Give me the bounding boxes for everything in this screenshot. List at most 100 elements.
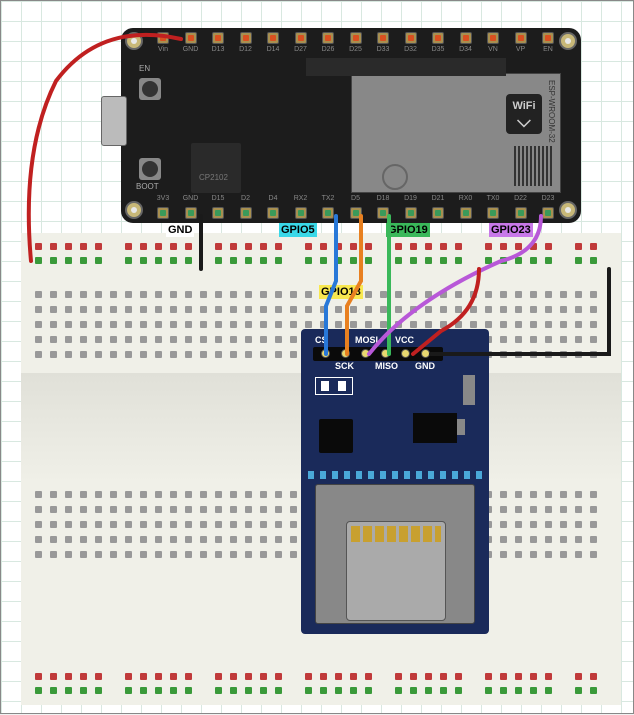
antenna-pattern: [514, 146, 554, 186]
esp32-pin-label: D32: [404, 46, 417, 53]
wifi-badge: WiFi ⌵: [506, 94, 542, 134]
esp32-pin-label: VN: [488, 46, 498, 53]
wiring-diagram-canvas: EN BOOT CP2102 ESP-WROOM-32 WiFi ⌵ Vin GN…: [0, 0, 634, 714]
esp32-pin-gnd: [185, 32, 197, 44]
esp32-pin-d33: [377, 32, 389, 44]
esp32-pin-label: D12: [239, 46, 252, 53]
esp32-pin-d21: [432, 207, 444, 219]
esp32-pin-label: GND: [183, 46, 199, 53]
esp32-pin-vn: [487, 32, 499, 44]
shield-label: ESP-WROOM-32: [547, 80, 556, 143]
sd-pin-label: CS: [315, 335, 328, 345]
esp32-pin-label: D14: [267, 46, 280, 53]
esp32-pin-3v3: [157, 207, 169, 219]
esp32-pin-label: D21: [432, 195, 445, 202]
esp32-pin-label: D35: [432, 46, 445, 53]
esp32-pin-d2: [240, 207, 252, 219]
esp32-pin-d25: [350, 32, 362, 44]
esp32-pin-label: 3V3: [157, 195, 169, 202]
sd-pin-label: GND: [415, 361, 435, 371]
esp32-pin-label: Vin: [158, 46, 168, 53]
esp32-pin-label: TX2: [322, 195, 335, 202]
esp-shield: ESP-WROOM-32 WiFi ⌵: [351, 73, 561, 193]
esp32-pin-label: D19: [404, 195, 417, 202]
esp32-pin-label: D2: [241, 195, 250, 202]
esp32-pin-rx0: [460, 207, 472, 219]
esp32-pin-label: D15: [212, 195, 225, 202]
gpio-label-gnd: GND: [166, 223, 194, 237]
gpio-label-gpio5: GPIO5: [279, 223, 317, 237]
esp32-pin-label: GND: [183, 195, 199, 202]
sd-pin-label: SCK: [335, 361, 354, 371]
esp32-pin-d12: [240, 32, 252, 44]
mount-hole: [559, 32, 577, 50]
sd-pin-label: MISO: [375, 361, 398, 371]
sd-pin-cs: [321, 349, 330, 358]
gpio-label-gpio18: GPIO18: [319, 285, 363, 299]
sd-pin-gnd: [421, 349, 430, 358]
esp32-pin-label: RX0: [459, 195, 473, 202]
esp32-pin-label: D33: [377, 46, 390, 53]
esp32-pin-d35: [432, 32, 444, 44]
sd-pin-sck: [341, 349, 350, 358]
mount-hole: [125, 32, 143, 50]
esp32-pin-tx0: [487, 207, 499, 219]
esp32-pin-d5: [350, 207, 362, 219]
gpio-label-gpio19: GPIO19: [386, 223, 430, 237]
en-button-label: EN: [139, 64, 150, 73]
esp32-pin-d32: [405, 32, 417, 44]
sd-pin-mosi: [361, 349, 370, 358]
esp32-pin-d4: [267, 207, 279, 219]
esp32-pin-vp: [515, 32, 527, 44]
esp32-pin-label: D23: [542, 195, 555, 202]
sdcard-module: CS SCK MOSI MISO VCC GND: [301, 329, 489, 634]
en-button: [139, 78, 161, 100]
esp32-pin-label: D34: [459, 46, 472, 53]
esp32-pin-d34: [460, 32, 472, 44]
sd-pin-vcc: [401, 349, 410, 358]
esp32-pin-label: D25: [349, 46, 362, 53]
mount-hole: [559, 201, 577, 219]
esp32-pin-label: D26: [322, 46, 335, 53]
sd-pin-miso: [381, 349, 390, 358]
esp32-pin-label: D5: [351, 195, 360, 202]
esp32-pin-label: VP: [516, 46, 525, 53]
cp2102-label: CP2102: [199, 173, 228, 182]
usb-port: [101, 96, 127, 146]
gpio-label-gpio23: GPIO23: [489, 223, 533, 237]
esp32-pin-d13: [212, 32, 224, 44]
esp32-pin-label: D27: [294, 46, 307, 53]
esp32-pin-label: D13: [212, 46, 225, 53]
esp32-pin-label: EN: [543, 46, 553, 53]
sd-trace-row: [305, 471, 485, 479]
esp32-pin-d23: [542, 207, 554, 219]
boot-button-label: BOOT: [136, 182, 159, 191]
esp32-pin-en: [542, 32, 554, 44]
esp32-pin-rx2: [295, 207, 307, 219]
esp32-pin-d27: [295, 32, 307, 44]
esp32-pin-label: D18: [377, 195, 390, 202]
sd-pin-label: VCC: [395, 335, 414, 345]
boot-button: [139, 158, 161, 180]
header-strip-top: [306, 58, 506, 76]
sd-chip: [319, 419, 353, 453]
esp32-pin-gnd: [185, 207, 197, 219]
esp32-pin-tx2: [322, 207, 334, 219]
esp32-pin-label: D22: [514, 195, 527, 202]
esp32-pin-vin: [157, 32, 169, 44]
sd-silk-1: [315, 377, 353, 395]
esp32-pin-d26: [322, 32, 334, 44]
esp32-pin-d19: [405, 207, 417, 219]
mount-hole: [125, 201, 143, 219]
esp32-pin-label: RX2: [294, 195, 308, 202]
sd-regulator: [413, 413, 457, 443]
esp32-pin-label: TX0: [487, 195, 500, 202]
espressif-icon: [382, 164, 408, 190]
esp32-pin-d22: [515, 207, 527, 219]
cp2102-chip: CP2102: [191, 143, 241, 193]
sd-slot: [315, 484, 475, 624]
sd-pin-label: MOSI: [355, 335, 378, 345]
esp32-pin-d18: [377, 207, 389, 219]
esp32-pin-d14: [267, 32, 279, 44]
esp32-board: EN BOOT CP2102 ESP-WROOM-32 WiFi ⌵ Vin GN…: [121, 28, 581, 223]
